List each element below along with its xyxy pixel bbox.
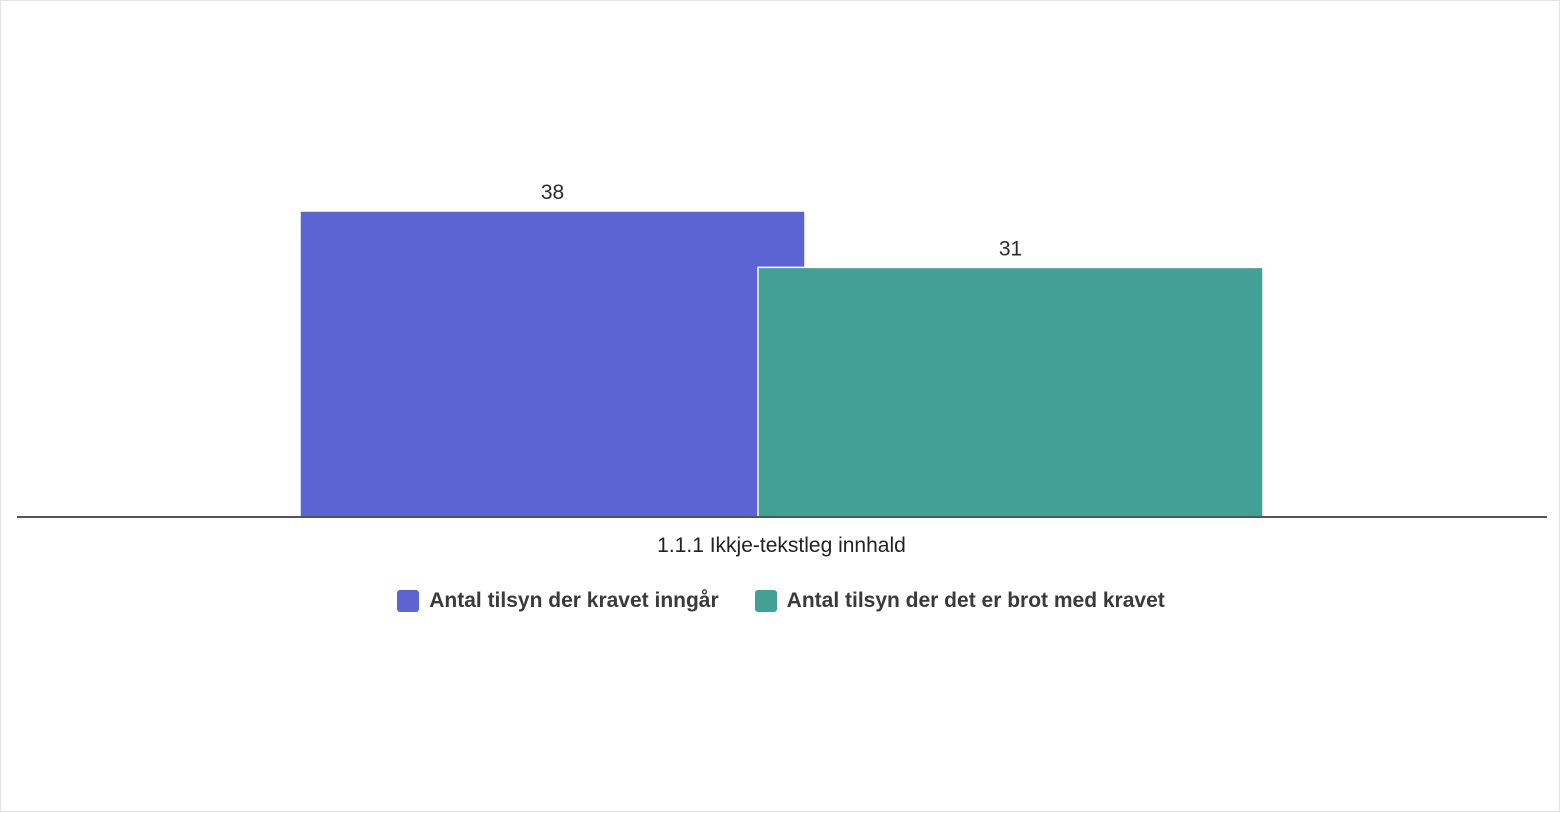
legend-label: Antal tilsyn der kravet inngår	[429, 589, 719, 612]
bar-value-label-0: 38	[541, 181, 564, 204]
x-category-label: 1.1.1 Ikkje-tekstleg innhald	[657, 534, 906, 557]
category-labels-layer: 1.1.1 Ikkje-tekstleg innhald	[657, 534, 906, 557]
value-labels-layer: 38 31	[541, 181, 1022, 260]
bar-series-1-cat-0[interactable]	[757, 266, 1264, 518]
legend-swatch	[754, 590, 777, 612]
bar-value-label-1: 31	[999, 237, 1022, 260]
bar-series-0-cat-0[interactable]	[299, 210, 806, 518]
legend: Antal tilsyn der kravet inngår Antal tils…	[1, 589, 1560, 613]
legend-item-0[interactable]: Antal tilsyn der kravet inngår	[397, 589, 719, 613]
legend-item-1[interactable]: Antal tilsyn der det er brot med kravet	[754, 589, 1165, 613]
legend-swatch	[397, 590, 420, 612]
legend-label: Antal tilsyn der det er brot med kravet	[786, 589, 1165, 612]
bars-layer	[299, 210, 1264, 518]
